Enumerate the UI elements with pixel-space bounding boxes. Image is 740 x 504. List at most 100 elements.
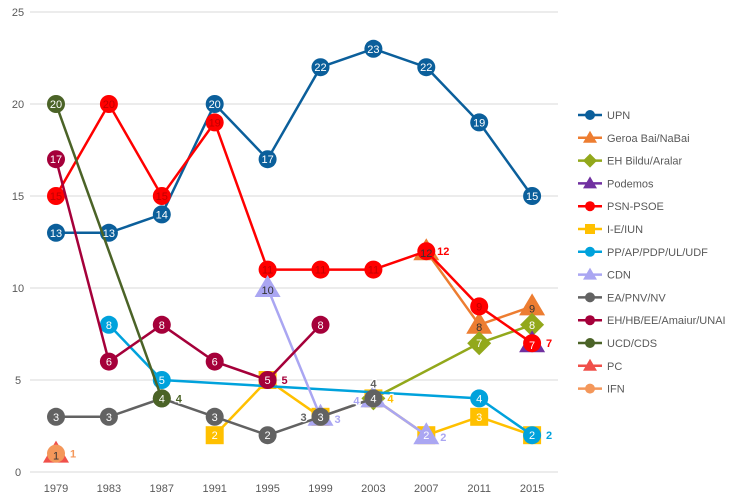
- data-point: [47, 407, 65, 426]
- data-label: 3: [334, 414, 340, 426]
- legend-item: Podemos: [578, 176, 654, 190]
- data-label: 4: [370, 378, 377, 390]
- y-tick-label: 15: [12, 191, 24, 203]
- series-psn-psoe: [47, 95, 542, 353]
- series-ucd-cds: [47, 95, 171, 408]
- data-label: 4: [159, 393, 165, 405]
- data-point: [470, 407, 489, 426]
- legend-label: EH Bildu/Aralar: [607, 156, 683, 168]
- legend-marker: [585, 201, 595, 212]
- data-point: [152, 205, 171, 224]
- data-point: [311, 407, 330, 426]
- data-label: 8: [159, 320, 165, 332]
- data-point: [523, 187, 542, 205]
- legend-label: Geroa Bai/NaBai: [607, 133, 690, 145]
- data-label: 8: [317, 320, 323, 332]
- data-label: 20: [50, 99, 62, 111]
- y-tick-label: 10: [12, 283, 24, 295]
- legend-label: CDN: [607, 270, 631, 282]
- data-label: 12: [437, 246, 449, 258]
- data-label: 8: [476, 322, 482, 334]
- legend-marker: [585, 246, 595, 257]
- data-label: 19: [473, 117, 485, 129]
- data-point: [413, 422, 440, 445]
- x-tick-label: 2003: [361, 483, 385, 495]
- series-line: [372, 323, 533, 400]
- legend-label: EA/PNV/NV: [607, 292, 666, 304]
- data-label: 15: [50, 191, 62, 203]
- data-label: 11: [315, 265, 326, 277]
- data-point: [311, 315, 330, 334]
- series-line: [56, 47, 534, 235]
- legend-label: Podemos: [607, 178, 654, 190]
- data-point: [47, 95, 65, 113]
- data-label: 15: [526, 191, 538, 203]
- data-point: [364, 39, 383, 58]
- series-eh-hb-ee-amaiur-unai: [47, 150, 330, 389]
- legend-marker: [585, 338, 595, 348]
- legend-label: I-E/IUN: [607, 224, 643, 236]
- legend-item: Geroa Bai/NaBai: [578, 130, 690, 145]
- legend-item: CDN: [578, 267, 631, 282]
- legend-item: EH Bildu/Aralar: [578, 153, 683, 168]
- data-label: 6: [212, 357, 218, 369]
- data-label: 4: [176, 393, 183, 405]
- data-label: 9: [529, 303, 535, 315]
- y-tick-label: 25: [12, 7, 24, 19]
- data-label: 5: [265, 375, 271, 387]
- y-tick-label: 0: [15, 467, 21, 479]
- data-label: 8: [106, 320, 112, 332]
- data-point: [523, 426, 542, 445]
- x-tick-label: 1991: [202, 483, 226, 495]
- data-point: [205, 407, 224, 426]
- data-label: 3: [300, 412, 306, 424]
- data-point: [470, 297, 489, 316]
- legend-label: EH/HB/EE/Amaiur/UNAI: [607, 315, 726, 327]
- y-tick-label: 20: [12, 99, 24, 111]
- data-label: 20: [209, 99, 221, 111]
- data-label: 1: [53, 451, 59, 463]
- data-point: [205, 95, 224, 113]
- x-tick-label: 1987: [150, 483, 174, 495]
- data-point: [470, 113, 489, 132]
- legend-marker: [585, 383, 595, 394]
- data-point: [99, 315, 118, 334]
- series-ifn: [47, 444, 65, 463]
- data-label: 3: [212, 412, 218, 424]
- data-label: 22: [420, 62, 432, 74]
- data-label: 7: [476, 338, 482, 350]
- data-label: 9: [476, 301, 482, 313]
- legend-label: UPN: [607, 110, 630, 122]
- legend-marker: [583, 130, 597, 143]
- legend-label: PSN-PSOE: [607, 201, 664, 213]
- series-line: [107, 323, 533, 437]
- data-label: 2: [529, 430, 535, 442]
- data-point: [311, 58, 330, 77]
- data-label: 3: [476, 412, 482, 424]
- data-label: 2: [212, 430, 218, 442]
- data-label: 11: [368, 265, 379, 277]
- legend-item: UCD/CDS: [578, 338, 657, 350]
- legend-item: IFN: [578, 383, 625, 396]
- data-label: 6: [106, 357, 112, 369]
- data-point: [364, 260, 383, 279]
- data-label: 20: [103, 99, 115, 111]
- x-tick-label: 1995: [255, 483, 279, 495]
- data-label: 17: [50, 154, 62, 166]
- data-point: [47, 444, 65, 463]
- legend-item: PSN-PSOE: [578, 201, 664, 213]
- data-label: 4: [370, 393, 376, 405]
- data-label: 4: [476, 393, 482, 405]
- series-upn: [47, 39, 542, 242]
- legend-marker: [583, 358, 597, 371]
- data-point: [152, 187, 171, 205]
- legend-marker: [583, 176, 597, 189]
- data-label: 4: [353, 395, 360, 407]
- data-point: [152, 315, 171, 334]
- data-label: 2: [423, 430, 429, 442]
- data-point: [417, 58, 436, 77]
- data-label: 13: [50, 228, 62, 240]
